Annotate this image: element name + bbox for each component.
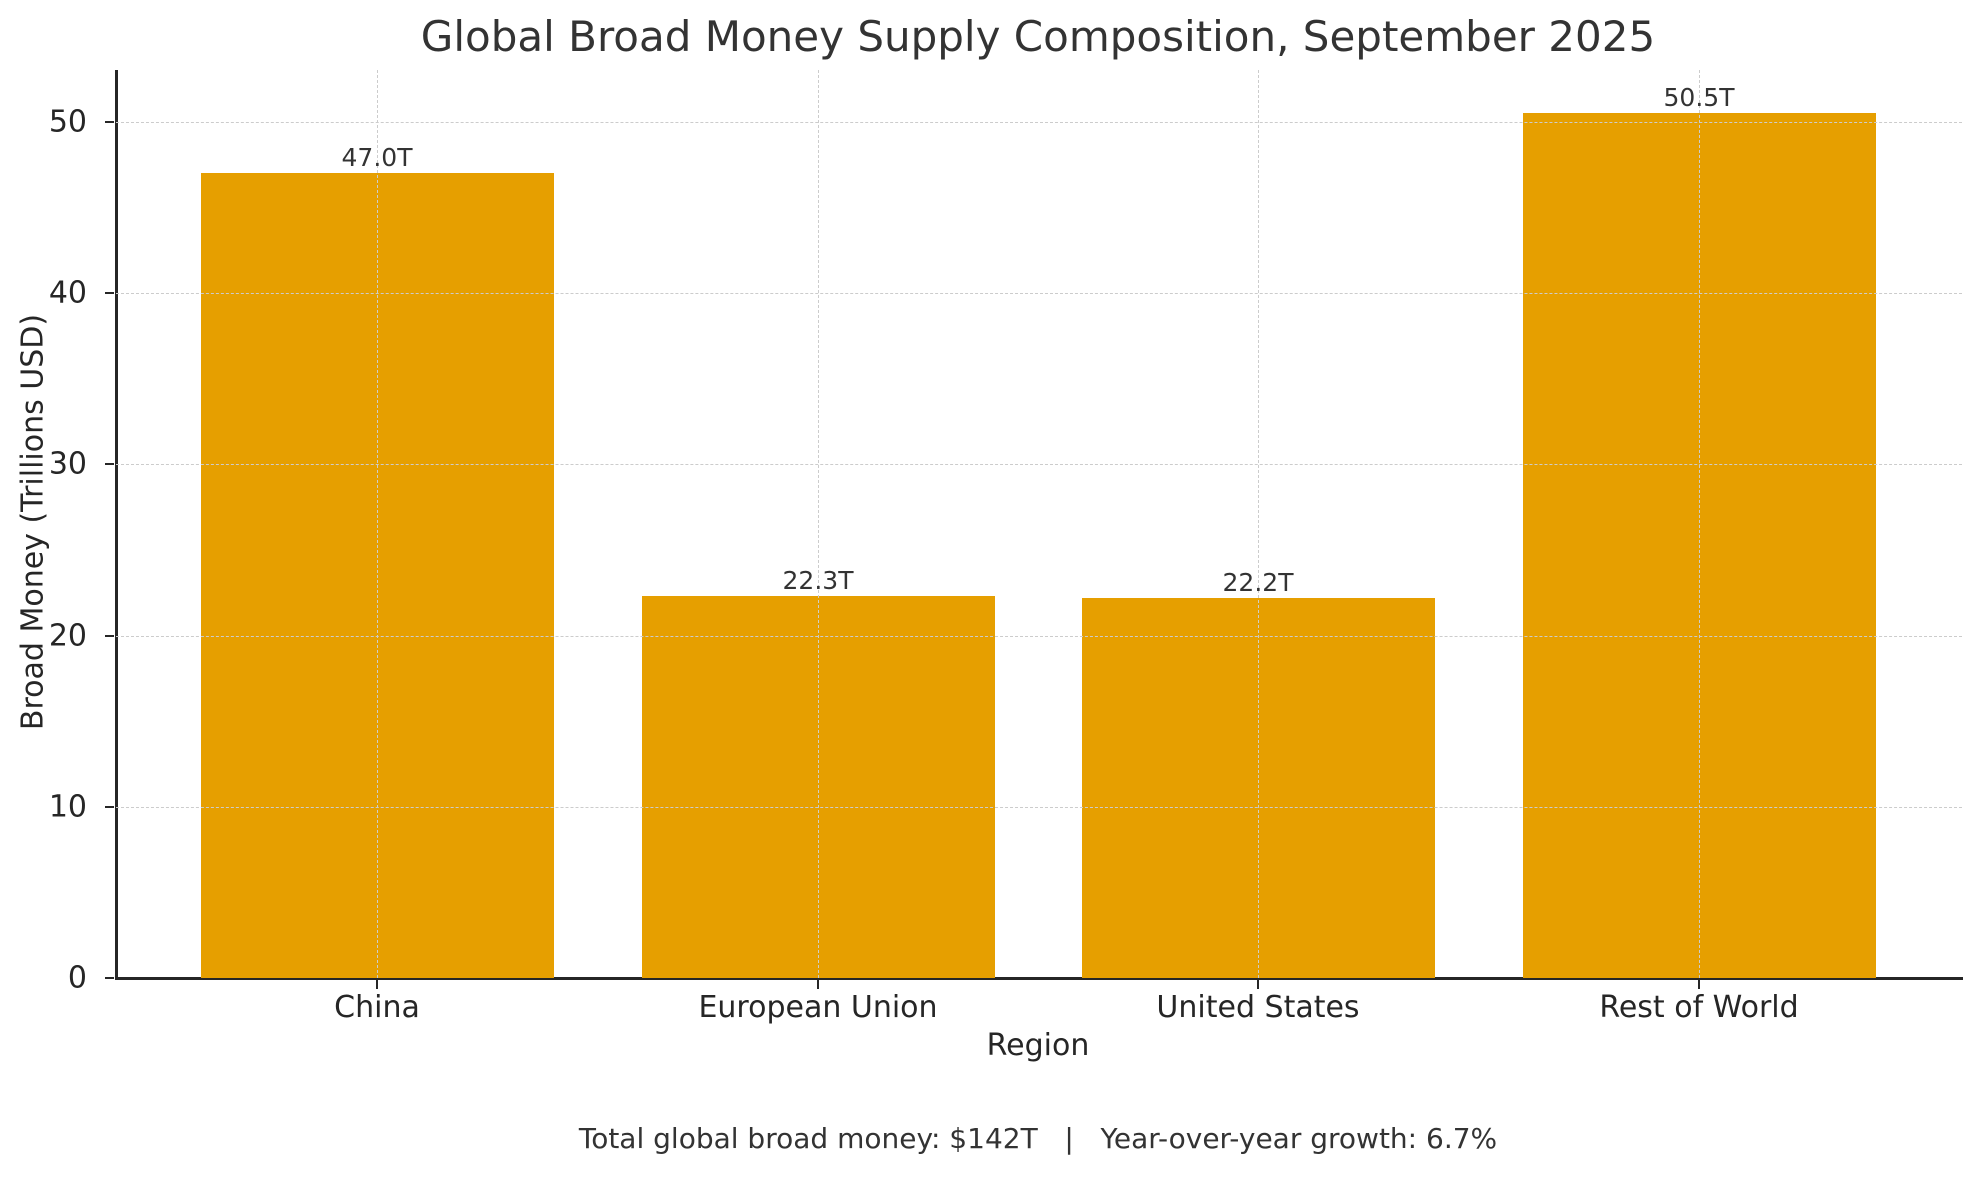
- x-tick: [1257, 980, 1259, 989]
- y-tick: [105, 292, 114, 295]
- x-tick: [1698, 980, 1700, 989]
- x-tick: [376, 980, 378, 989]
- y-axis-line: [114, 70, 118, 979]
- y-tick: [105, 805, 114, 808]
- bar-value-label: 22.3T: [782, 566, 854, 595]
- gridline-y-50: [116, 122, 1962, 123]
- y-tick: [105, 121, 114, 123]
- y-tick-label: 10: [48, 789, 87, 825]
- y-tick: [105, 977, 114, 979]
- y-tick-label: 0: [67, 960, 87, 996]
- y-tick: [105, 463, 114, 466]
- gridline-x-china: [377, 70, 378, 978]
- gridline-y-20: [116, 635, 1962, 637]
- gridline-x-eu: [818, 70, 819, 978]
- gridline-y-10: [116, 806, 1962, 808]
- x-tick: [817, 980, 819, 989]
- x-axis-line: [114, 976, 1963, 980]
- y-tick-label: 50: [48, 104, 87, 140]
- gridline-y-40: [116, 293, 1962, 295]
- gridline-x-us: [1258, 70, 1259, 978]
- footer-annotation: Total global broad money: $142T | Year-o…: [578, 1122, 1498, 1155]
- x-tick-label-european-union: European Union: [698, 990, 938, 1025]
- bar-value-label: 47.0T: [341, 143, 413, 172]
- plot-area: 47.0T 22.3T 22.2T 50.5T 0 10 20 30 40 50…: [49, 70, 1963, 1025]
- x-axis-label: Region: [986, 1028, 1090, 1063]
- y-tick-label: 30: [48, 446, 87, 482]
- x-tick-label-rest-of-world: Rest of World: [1599, 990, 1799, 1025]
- chart-title: Global Broad Money Supply Composition, S…: [420, 12, 1656, 61]
- y-tick-label: 40: [48, 275, 87, 311]
- x-tick-label-united-states: United States: [1156, 990, 1360, 1025]
- gridline-x-row: [1699, 70, 1700, 978]
- bar-value-label: 22.2T: [1222, 568, 1294, 597]
- bar-value-label: 50.5T: [1663, 83, 1735, 112]
- y-tick-label: 20: [48, 618, 87, 654]
- gridline-y-30: [116, 464, 1962, 466]
- y-axis-label: Broad Money (Trillions USD): [15, 313, 51, 731]
- y-tick: [105, 634, 114, 637]
- x-tick-label-china: China: [334, 990, 420, 1025]
